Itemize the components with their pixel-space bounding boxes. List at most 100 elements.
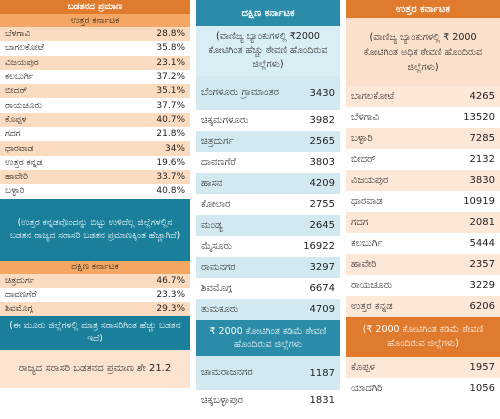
table-row: ತುಮಕೂರು 4709 bbox=[196, 299, 340, 320]
district-value: 37.2% bbox=[156, 72, 185, 83]
district-name: ಕೊಪ್ಪಳ bbox=[5, 114, 27, 125]
district-name: ತುಮಕೂರು bbox=[201, 303, 239, 315]
table-rows: ಬೆಂಗಳೂರು ಗ್ರಾಮಾಂತರ 3430 ಚಿಕ್ಕಮಗಳೂರು 3982 ಚಿತ… bbox=[196, 76, 340, 320]
district-name: ಬೆಳಗಾವಿ bbox=[351, 112, 380, 123]
district-value: 35.1% bbox=[156, 86, 185, 97]
district-name: ಚಿತ್ರದುರ್ಗ bbox=[5, 275, 35, 286]
table-row: ಮೈಸೂರು 16922 bbox=[196, 236, 340, 257]
table-row: ಬೆಂಗಳೂರು ಗ್ರಾಮಾಂತರ 3430 bbox=[196, 76, 340, 110]
district-name: ಗದಗ bbox=[351, 217, 369, 228]
south-deposits-panel: ದಕ್ಷಿಣ ಕರ್ನಾಟಕ (ವಾಣಿಜ್ಯ ಬ್ಯಾಂಕುಗಳಲ್ಲಿ ₹20… bbox=[196, 0, 340, 411]
section-title: ದಕ್ಷಿಣ ಕರ್ನಾಟಕ bbox=[0, 260, 190, 274]
table-row: ಬಳ್ಳಾರಿ 40.8% bbox=[0, 184, 190, 198]
table-row: ಬಾಗಲಕೋಟೆ 35.8% bbox=[0, 41, 190, 55]
district-value: 23.3% bbox=[156, 290, 185, 300]
district-value: 5444 bbox=[469, 238, 495, 249]
table-row: ಬಾಗಲಕೋಟೆ 4265 bbox=[346, 86, 500, 107]
district-name: ಧಾರವಾಡ bbox=[5, 143, 34, 154]
district-value: 10919 bbox=[463, 196, 495, 207]
district-value: 3229 bbox=[469, 280, 495, 291]
district-value: 1957 bbox=[469, 362, 495, 373]
district-value: 4709 bbox=[309, 304, 335, 315]
table-row: ಚಿತ್ರದುರ್ಗ 2565 bbox=[196, 131, 340, 152]
poverty-panel: ಬಡತನದ ಪ್ರಮಾಣ ಉತ್ತರ ಕರ್ನಾಟಕ ಬೆಳಗಾವಿ 28.8% ಬಾಗ… bbox=[0, 0, 190, 389]
table-row: ಬೆಳಗಾವಿ 28.8% bbox=[0, 27, 190, 42]
table-row: ಚಿಕ್ಕಬಳ್ಳಾಪುರ 1831 bbox=[196, 390, 340, 411]
note: (ಉತ್ತರ ಕನ್ನಡವೊಂದನ್ನು ಬಿಟ್ಟು ಉಳಿದೆಲ್ಲ ಜಿಲ… bbox=[0, 198, 190, 261]
district-name: ಬೀದರ್ bbox=[5, 86, 28, 97]
table-row: ಧಾರವಾಡ 10919 bbox=[346, 191, 500, 212]
note: (ಈ ಮೂರು ಜಿಲ್ಲೆಗಳಲ್ಲಿ ಮಾತ್ರ ಸರಾಸರಿಗಿಂತ ಹೆ… bbox=[0, 316, 190, 351]
district-value: 34% bbox=[164, 143, 185, 154]
district-value: 3830 bbox=[469, 175, 495, 186]
district-name: ಉತ್ತರ ಕನ್ನಡ bbox=[5, 157, 43, 168]
district-name: ಬಾಗಲಕೋಟೆ bbox=[351, 91, 395, 102]
district-name: ಧಾರವಾಡ bbox=[351, 196, 383, 207]
table-row: ಶಿವಮೊಗ್ಗ 6674 bbox=[196, 278, 340, 299]
district-name: ವಿಜಯಪುರ bbox=[351, 175, 389, 186]
table-row: ಬೀದರ್ 35.1% bbox=[0, 84, 190, 99]
district-value: 7285 bbox=[469, 133, 495, 144]
table-row: ಚಾಮರಾಜನಗರ 1187 bbox=[196, 356, 340, 390]
table-row: ಚಿಕ್ಕಮಗಳೂರು 3982 bbox=[196, 110, 340, 131]
district-name: ಶಿವಮೊಗ್ಗ bbox=[201, 282, 233, 294]
district-value: 2645 bbox=[309, 220, 335, 231]
district-name: ಯಾದಗಿರಿ bbox=[351, 383, 383, 394]
district-value: 2565 bbox=[309, 136, 335, 147]
table-row: ಕೊಪ್ಪಳ 40.7% bbox=[0, 112, 190, 128]
district-name: ಚಿಕ್ಕಬಳ್ಳಾಪುರ bbox=[201, 394, 243, 406]
table-row: ಬೆಳಗಾವಿ 13520 bbox=[346, 107, 500, 128]
district-value: 2755 bbox=[309, 199, 335, 210]
table-row: ರಾಮನಗರ 3297 bbox=[196, 257, 340, 278]
district-name: ಹಾವೇರಿ bbox=[351, 259, 377, 270]
table-row: ವಿಜಯಪುರ 23.1% bbox=[0, 55, 190, 70]
district-name: ರಾಯಚೂರು bbox=[5, 100, 43, 111]
district-name: ಚಿತ್ರದುರ್ಗ bbox=[201, 135, 234, 147]
district-value: 3430 bbox=[309, 87, 335, 99]
section-title: (ವಾಣಿಜ್ಯ ಬ್ಯಾಂಕುಗಳಲ್ಲಿ ₹2000 ಕೋಟಿಗಿಂತ ಹೆ… bbox=[196, 26, 340, 76]
district-name: ಬೆಳಗಾವಿ bbox=[5, 29, 31, 40]
district-value: 1187 bbox=[309, 367, 335, 379]
district-name: ದಾವಣಗೆರೆ bbox=[201, 156, 236, 168]
panel-title: ದಕ್ಷಿಣ ಕರ್ನಾಟಕ bbox=[196, 0, 340, 26]
table-row: ಗದಗ 21.8% bbox=[0, 127, 190, 141]
district-value: 1831 bbox=[309, 395, 335, 406]
district-value: 2081 bbox=[469, 217, 495, 228]
table-row: ಯಾದಗಿರಿ 1056 bbox=[346, 378, 500, 399]
district-name: ರಾಯಚೂರು bbox=[351, 280, 393, 291]
table-row: ಬೀದರ್ 2132 bbox=[346, 149, 500, 170]
table-row: ಕಲಬುರ್ಗಿ 5444 bbox=[346, 233, 500, 254]
district-name: ಮೈಸೂರು bbox=[201, 240, 233, 252]
district-name: ಮಂಡ್ಯ bbox=[201, 219, 223, 231]
district-name: ವಿಜಯಪುರ bbox=[5, 57, 39, 68]
table-row: ಶಿವಮೊಗ್ಗ 29.3% bbox=[0, 302, 190, 317]
district-name: ಬಾಗಲಕೋಟೆ bbox=[5, 43, 45, 54]
table-row: ಚಿತ್ರದುರ್ಗ 46.7% bbox=[0, 273, 190, 288]
north-deposits-panel: ಉತ್ತರ ಕರ್ನಾಟಕ (ವಾಣಿಜ್ಯ ಬ್ಯಾಂಕುಗಳಲ್ಲಿ ₹ 20… bbox=[346, 0, 500, 399]
table-row: ಮಂಡ್ಯ 2645 bbox=[196, 215, 340, 236]
table-rows: ಕೊಪ್ಪಳ 1957 ಯಾದಗಿರಿ 1056 bbox=[346, 357, 500, 399]
table-rows: ಬೆಳಗಾವಿ 28.8% ಬಾಗಲಕೋಟೆ 35.8% ವಿಜಯಪುರ 23.1% ಕಲಬ… bbox=[0, 27, 190, 199]
footer-note: ರಾಜ್ಯದ ಸರಾಸರಿ ಬಡತನದ ಪ್ರಮಾಣ ಶೇ 21.2 bbox=[0, 350, 190, 389]
table-row: ಧಾರವಾಡ 34% bbox=[0, 141, 190, 156]
district-value: 2132 bbox=[469, 154, 495, 165]
district-name: ಬಳ್ಳಾರಿ bbox=[351, 133, 373, 144]
table-rows: ಬಾಗಲಕೋಟೆ 4265 ಬೆಳಗಾವಿ 13520 ಬಳ್ಳಾರಿ 7285 ಬೀದರ್… bbox=[346, 86, 500, 317]
section-title: (ವಾಣಿಜ್ಯ ಬ್ಯಾಂಕುಗಳಲ್ಲಿ ₹ 2000 ಕೋಟಿಗಿಂತ ಅ… bbox=[346, 18, 500, 86]
district-name: ಕಲಬುರ್ಗಿ bbox=[5, 72, 34, 83]
table-row: ಉತ್ತರ ಕನ್ನಡ 19.6% bbox=[0, 156, 190, 170]
district-name: ಕಲಬುರ್ಗಿ bbox=[351, 238, 383, 249]
district-value: 1056 bbox=[469, 383, 495, 394]
district-name: ಹಾಸನ bbox=[201, 177, 223, 189]
panel-title: ಉತ್ತರ ಕರ್ನಾಟಕ bbox=[346, 0, 500, 18]
district-value: 46.7% bbox=[156, 275, 185, 286]
table-row: ರಾಯಚೂರು 3229 bbox=[346, 275, 500, 296]
district-name: ಕೊಪ್ಪಳ bbox=[351, 362, 375, 373]
district-value: 3982 bbox=[309, 115, 335, 126]
district-name: ಬೆಂಗಳೂರು ಗ್ರಾಮಾಂತರ bbox=[201, 87, 279, 98]
table-row: ದಾವಣಗೆರೆ 3803 bbox=[196, 152, 340, 173]
table-row: ಕೋಲಾರ 2755 bbox=[196, 194, 340, 215]
district-name: ದಾವಣಗೆರೆ bbox=[5, 290, 37, 300]
table-row: ಗದಗ 2081 bbox=[346, 212, 500, 233]
